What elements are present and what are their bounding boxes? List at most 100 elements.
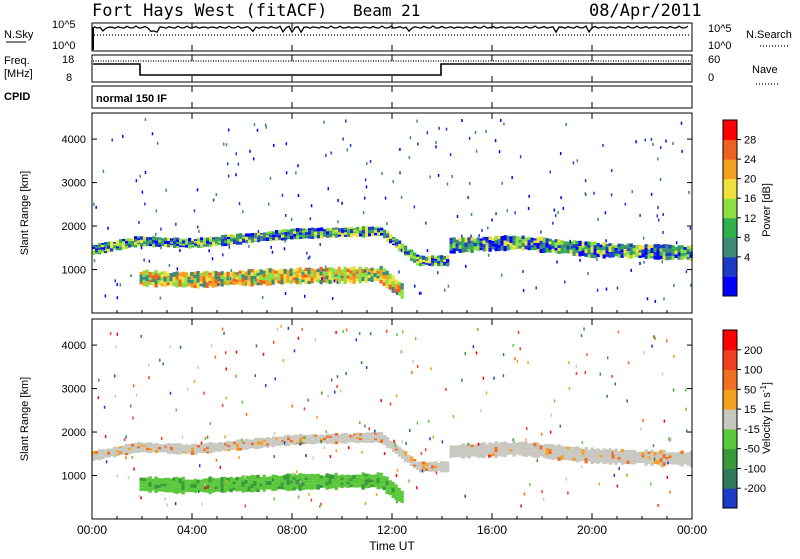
data-cell	[548, 249, 552, 253]
data-cell	[340, 275, 344, 279]
scatter-point	[160, 246, 162, 250]
scatter-point	[141, 190, 144, 194]
scatter-point	[125, 456, 127, 460]
data-cell	[401, 449, 405, 452]
data-cell	[167, 443, 171, 447]
data-cell	[334, 472, 338, 479]
data-cell	[551, 240, 555, 244]
scatter-point	[127, 476, 130, 480]
data-cell	[425, 468, 429, 471]
data-cell	[248, 233, 252, 237]
data-cell	[187, 487, 191, 490]
data-cell	[179, 240, 183, 243]
data-cell	[119, 239, 123, 243]
scatter-point	[522, 288, 525, 292]
scatter-point	[557, 210, 559, 214]
data-cell	[101, 242, 105, 246]
data-cell	[650, 250, 654, 254]
data-cell	[169, 485, 173, 489]
data-cell	[154, 280, 158, 285]
data-cell	[190, 483, 194, 488]
data-cell	[271, 274, 275, 280]
scatter-point	[281, 193, 284, 197]
data-cell	[320, 434, 324, 437]
data-cell	[212, 239, 216, 242]
data-cell	[137, 450, 141, 453]
data-cell	[343, 266, 347, 273]
data-cell	[545, 444, 549, 448]
data-cell	[602, 454, 606, 458]
data-cell	[163, 486, 167, 490]
data-cell	[647, 461, 651, 464]
scatter-point	[291, 404, 294, 408]
data-cell	[341, 227, 345, 230]
data-cell	[376, 271, 380, 274]
data-cell	[656, 244, 660, 250]
colorbar-swatch	[723, 369, 737, 390]
data-cell	[137, 238, 141, 241]
data-cell	[326, 441, 330, 444]
data-cell	[275, 233, 279, 238]
data-cell	[269, 444, 273, 447]
data-cell	[377, 228, 381, 231]
data-cell	[260, 233, 264, 235]
data-cell	[122, 445, 126, 448]
scatter-point	[653, 335, 655, 339]
data-cell	[605, 250, 609, 254]
data-cell	[161, 446, 165, 450]
data-cell	[437, 462, 441, 465]
data-cell	[373, 478, 377, 483]
data-cell	[683, 255, 687, 259]
data-cell	[515, 244, 519, 250]
data-cell	[347, 438, 351, 441]
data-cell	[245, 447, 249, 450]
data-cell	[250, 474, 254, 480]
data-cell	[470, 236, 474, 241]
data-cell	[316, 279, 320, 283]
data-cell	[307, 277, 311, 281]
data-cell	[188, 445, 192, 448]
data-cell	[329, 228, 333, 231]
data-cell	[247, 475, 251, 482]
data-cell	[316, 484, 320, 490]
data-cell	[263, 235, 267, 239]
data-cell	[352, 276, 356, 281]
data-cell	[355, 278, 359, 282]
scatter-point	[179, 345, 182, 349]
data-cell	[539, 445, 543, 448]
data-cell	[349, 276, 353, 281]
scatter-point	[661, 464, 664, 468]
data-cell	[422, 261, 426, 264]
data-cell	[170, 243, 174, 246]
data-cell	[458, 241, 462, 246]
data-cell	[379, 276, 383, 280]
data-cell	[344, 229, 348, 233]
scatter-point	[254, 374, 257, 378]
data-cell	[208, 283, 212, 287]
scatter-point	[617, 330, 620, 334]
data-cell	[593, 251, 597, 255]
data-cell	[211, 282, 215, 288]
scatter-point	[364, 424, 366, 428]
data-cell	[244, 271, 248, 276]
data-cell	[602, 241, 606, 247]
data-cell	[449, 448, 453, 452]
scatter-point	[639, 213, 641, 217]
data-cell	[95, 250, 99, 253]
data-cell	[385, 283, 389, 289]
data-cell	[677, 459, 681, 463]
scatter-point	[421, 469, 424, 473]
data-cell	[377, 439, 381, 443]
scatter-point	[562, 206, 565, 210]
data-cell	[101, 249, 105, 252]
data-cell	[464, 444, 468, 449]
data-cell	[221, 242, 225, 247]
data-cell	[301, 481, 305, 487]
data-cell	[382, 268, 386, 272]
data-cell	[341, 235, 345, 237]
data-cell	[223, 272, 227, 277]
data-cell	[181, 485, 185, 491]
data-cell	[104, 244, 108, 247]
data-cell	[542, 444, 546, 449]
scatter-point	[204, 436, 207, 440]
